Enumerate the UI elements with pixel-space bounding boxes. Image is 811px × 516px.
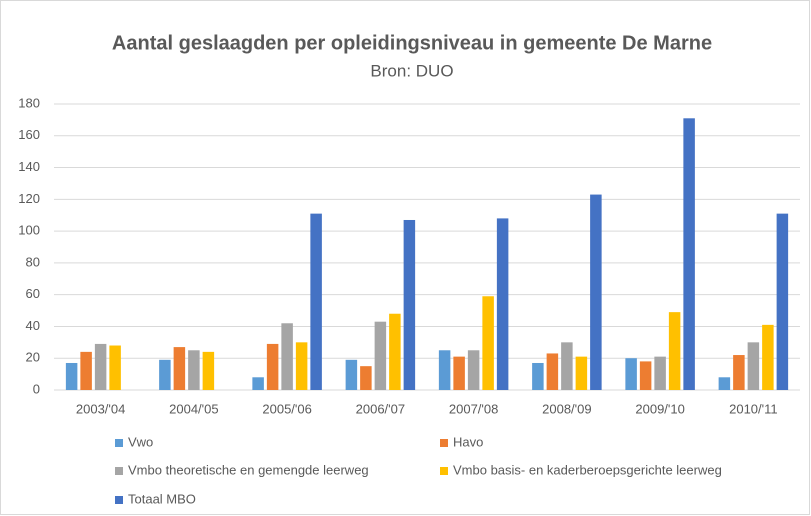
bar: [575, 356, 588, 390]
bar: [202, 351, 215, 390]
bar: [403, 219, 416, 390]
bar: [109, 345, 121, 390]
bar: [94, 343, 107, 390]
legend-swatch: [115, 467, 123, 475]
bar: [453, 356, 465, 390]
y-tick-label: 40: [26, 318, 40, 333]
legend-swatch: [440, 439, 448, 447]
bar: [438, 350, 451, 390]
bar: [625, 358, 637, 390]
x-tick-label: 2007/'08: [449, 401, 498, 416]
bar: [718, 377, 731, 390]
x-tick-label: 2004/'05: [169, 401, 218, 416]
legend-swatch: [115, 496, 123, 504]
y-tick-label: 80: [26, 254, 40, 269]
legend-swatch: [440, 467, 448, 475]
y-tick-label: 60: [26, 286, 40, 301]
bar: [482, 296, 494, 390]
x-tick-label: 2008/'09: [542, 401, 591, 416]
bar: [776, 213, 789, 390]
y-tick-label: 0: [33, 381, 40, 396]
bar: [654, 356, 666, 390]
bar: [310, 213, 322, 390]
bar: [374, 321, 387, 390]
x-tick-label: 2003/'04: [76, 401, 125, 416]
bar: [173, 347, 186, 390]
bar: [496, 218, 509, 390]
y-tick-label: 180: [18, 95, 40, 110]
y-tick-label: 160: [18, 127, 40, 142]
bar: [532, 362, 544, 390]
bar: [295, 342, 308, 390]
bar: [467, 350, 480, 390]
bar: [252, 377, 264, 390]
legend-label: Vmbo basis- en kaderberoepsgerichte leer…: [453, 462, 722, 477]
chart-subtitle: Bron: DUO: [370, 61, 453, 80]
x-tick-label: 2005/'06: [262, 401, 311, 416]
legend-label: Vmbo theoretische en gemengde leerweg: [128, 462, 369, 477]
bar: [281, 323, 293, 390]
legend-label: Havo: [453, 434, 483, 449]
chart-title: Aantal geslaagden per opleidingsniveau i…: [112, 32, 712, 54]
bar: [389, 313, 401, 390]
bar: [683, 118, 695, 391]
bar: [639, 361, 652, 390]
y-tick-label: 120: [18, 191, 40, 206]
y-tick-label: 100: [18, 223, 40, 238]
bar: [159, 359, 171, 390]
bar: [188, 350, 200, 390]
bar: [360, 366, 372, 390]
bar: [266, 343, 279, 390]
bar: [546, 353, 559, 390]
bar: [345, 359, 358, 390]
bar: [733, 355, 745, 390]
bar: [762, 324, 774, 390]
x-tick-label: 2010/'11: [729, 401, 778, 416]
bar: [747, 342, 760, 390]
y-tick-label: 20: [26, 350, 40, 365]
legend-label: Totaal MBO: [128, 491, 196, 506]
bar: [80, 351, 92, 390]
bar: [590, 194, 602, 390]
y-tick-label: 140: [18, 159, 40, 174]
bar: [668, 312, 681, 390]
x-tick-label: 2006/'07: [356, 401, 405, 416]
legend-label: Vwo: [128, 434, 153, 449]
bar: [561, 342, 573, 390]
bar: [65, 362, 78, 390]
legend-swatch: [115, 439, 123, 447]
x-tick-label: 2009/'10: [635, 401, 684, 416]
